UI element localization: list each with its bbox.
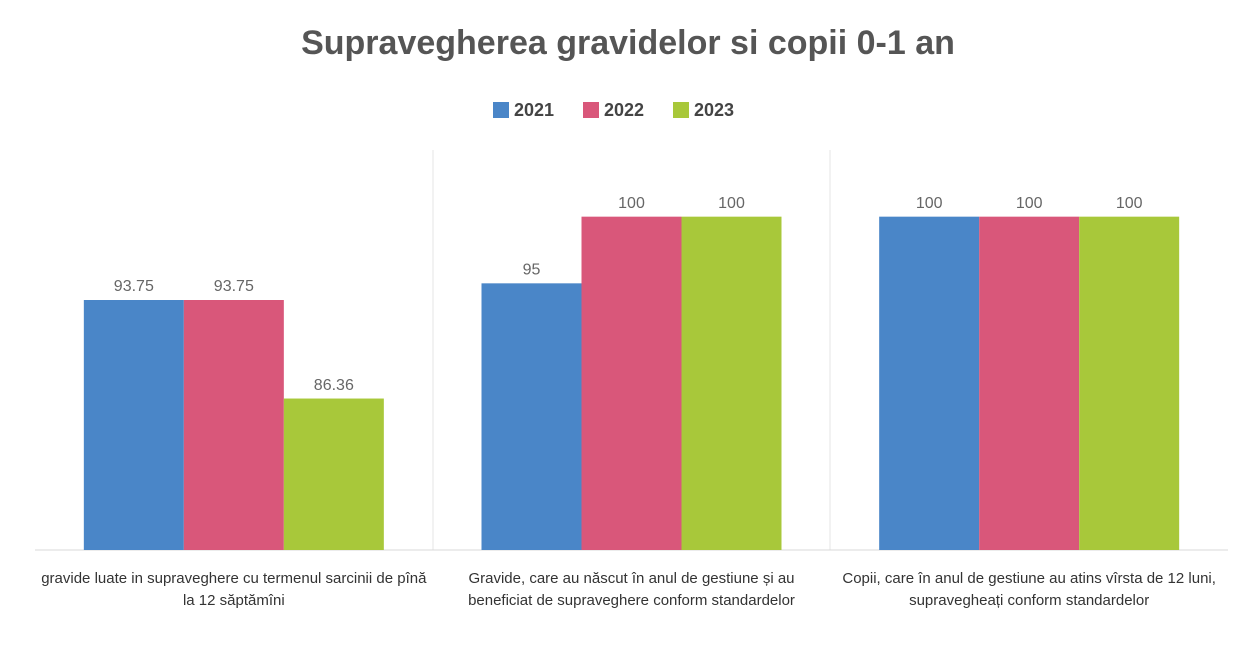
data-label: 93.75 [214, 278, 254, 295]
bar [681, 216, 782, 550]
x-tick-label: gravide luate in supraveghere cu termenu… [41, 570, 427, 609]
legend-swatch [493, 102, 509, 118]
bar [83, 300, 184, 550]
bar [183, 300, 284, 550]
legend-swatch [673, 102, 689, 118]
data-label: 100 [1116, 195, 1143, 212]
data-label: 86.36 [314, 377, 354, 394]
bar [481, 283, 582, 550]
data-label: 100 [618, 195, 645, 212]
data-label: 93.75 [114, 278, 154, 295]
bar [581, 216, 682, 550]
legend-label: 2022 [604, 100, 644, 120]
bar [979, 216, 1080, 550]
data-label: 100 [718, 195, 745, 212]
chart-title: Supravegherea gravidelor si copii 0-1 an [301, 24, 955, 62]
legend-label: 2023 [694, 100, 734, 120]
data-label: 95 [523, 262, 541, 279]
bar [879, 216, 980, 550]
x-tick-label: Gravide, care au născut în anul de gesti… [468, 570, 795, 609]
legend-label: 2021 [514, 100, 554, 120]
x-tick-label: Copii, care în anul de gestiune au atins… [842, 570, 1216, 609]
data-label: 100 [1016, 195, 1043, 212]
bar [283, 398, 384, 550]
bar [1079, 216, 1180, 550]
legend-swatch [583, 102, 599, 118]
data-label: 100 [916, 195, 943, 212]
